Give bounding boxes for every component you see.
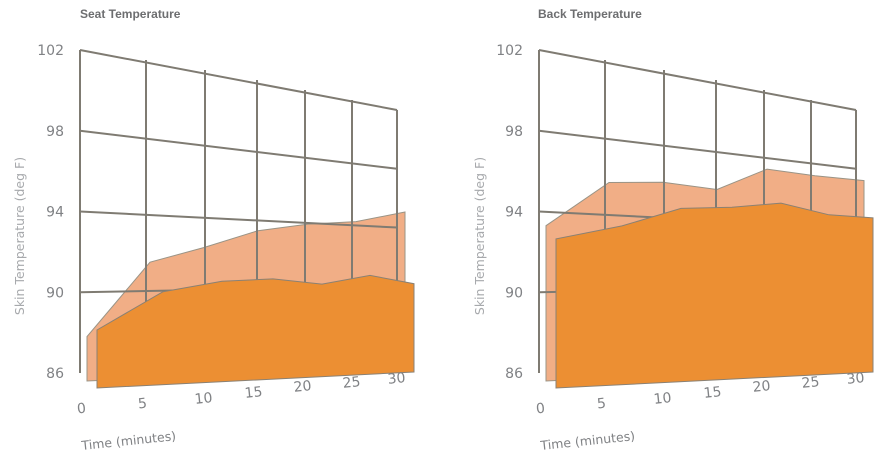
- grid-line-horizontal: [79, 129, 398, 170]
- x-tick-label: 15: [703, 384, 722, 402]
- y-tick-label: 86: [505, 366, 523, 382]
- chart-seat-temperature: Seat Temperature Skin Temperature (deg F…: [12, 7, 415, 453]
- x-tick-label: 5: [137, 396, 148, 413]
- front-series-layer: [555, 202, 874, 389]
- x-tick-label: 5: [596, 396, 607, 413]
- y-tick-label: 86: [46, 366, 64, 382]
- x-tick-label: 10: [194, 390, 213, 408]
- front-series-layer: [96, 274, 415, 389]
- x-axis-label: Time (minutes): [80, 428, 177, 453]
- x-tick-label: 0: [76, 401, 87, 418]
- y-tick-label: 90: [505, 285, 523, 301]
- x-tick-label: 25: [342, 374, 361, 392]
- chart-title: Back Temperature: [538, 7, 642, 21]
- y-tick-label: 102: [37, 43, 64, 59]
- x-tick-label: 30: [846, 370, 865, 388]
- grid-line-horizontal: [79, 49, 398, 111]
- x-tick-label: 30: [387, 370, 406, 388]
- x-axis-label: Time (minutes): [539, 428, 636, 453]
- y-axis-label: Skin Temperature (deg F): [472, 157, 487, 315]
- x-tick-label: 20: [293, 378, 312, 396]
- x-tick-label: 10: [653, 390, 672, 408]
- y-tick-label: 94: [46, 205, 64, 221]
- x-tick-label: 20: [752, 378, 771, 396]
- front-series-area: [96, 274, 415, 389]
- y-tick-layer: 86 90 94 98 102: [37, 43, 64, 382]
- x-tick-label: 15: [244, 384, 263, 402]
- chart-title: Seat Temperature: [80, 7, 181, 21]
- x-tick-layer: 0 5 10 15 20 25 30: [76, 370, 406, 417]
- x-tick-label: 25: [801, 374, 820, 392]
- chart-back-temperature: Back Temperature Skin Temperature (deg F…: [472, 7, 874, 453]
- y-tick-label: 90: [46, 285, 64, 301]
- y-tick-label: 102: [496, 43, 523, 59]
- y-tick-label: 94: [505, 205, 523, 221]
- grid-line-horizontal: [538, 129, 857, 170]
- y-axis-label: Skin Temperature (deg F): [12, 157, 27, 315]
- y-tick-layer: 86 90 94 98 102: [496, 43, 523, 382]
- grid-line-horizontal: [538, 49, 857, 111]
- x-tick-layer: 0 5 10 15 20 25 30: [535, 370, 865, 417]
- y-tick-label: 98: [505, 124, 523, 140]
- grid-line-horizontal: [79, 210, 398, 229]
- x-tick-label: 0: [535, 401, 546, 418]
- front-series-area: [555, 202, 874, 389]
- y-tick-label: 98: [46, 124, 64, 140]
